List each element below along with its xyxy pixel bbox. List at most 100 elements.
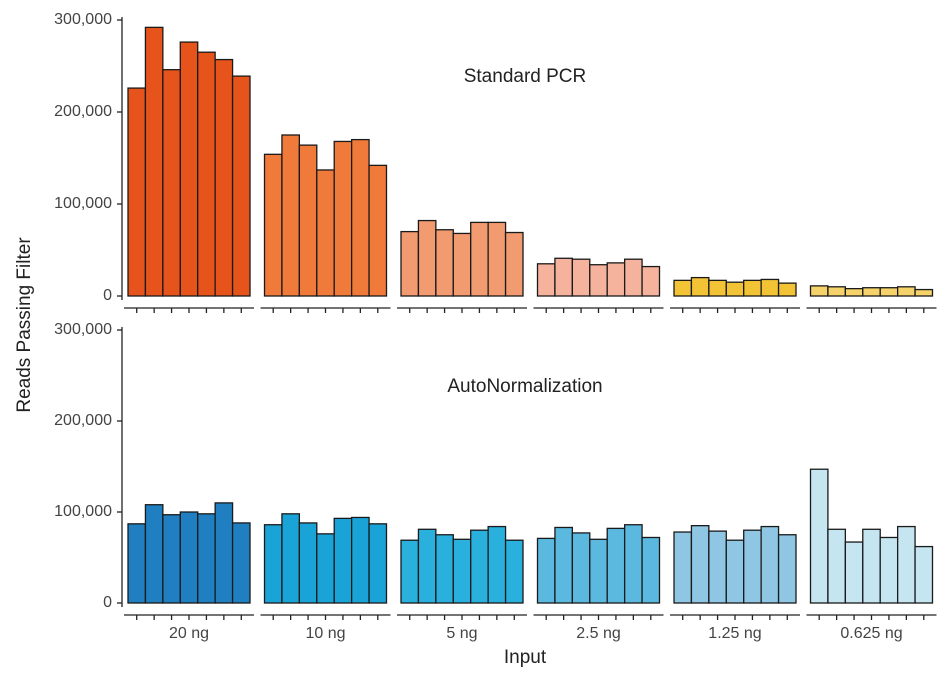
bar [571,258,591,297]
bar [281,513,301,604]
bar [760,278,780,297]
bar [127,523,147,604]
x-tick-label: 2.5 ng [576,625,620,642]
bar [554,526,574,604]
bar [623,524,643,604]
bar [281,134,301,297]
bar [777,534,797,604]
x-tick-label: 5 ng [446,625,477,642]
bar [197,513,216,604]
bar [844,287,864,297]
bar [827,286,847,297]
panel-title: Standard PCR [464,66,587,87]
bar [896,525,916,604]
bar [879,536,899,604]
bar [435,229,454,297]
x-tick-label: 10 ng [305,625,345,642]
bar [589,538,608,604]
bar [316,533,335,604]
bar [690,525,710,604]
bar [641,536,661,604]
bar [673,279,693,297]
bar [641,265,661,297]
bar [487,525,507,604]
bar [298,144,318,297]
bar [844,541,864,604]
panel-title: AutoNormalization [447,376,602,397]
bar [743,279,762,297]
bar [606,262,626,297]
y-tick-label: 0 [103,287,112,304]
bar [504,231,524,297]
bar [298,522,318,604]
bar [179,511,199,604]
bar [333,140,353,297]
bar [417,528,437,604]
bar [144,504,164,604]
bar [725,281,745,297]
bar [417,219,437,297]
bar [862,528,881,604]
bar [452,538,472,604]
bar [690,276,710,297]
bar [470,529,489,604]
bar [162,514,181,604]
bar [743,529,762,604]
bar [725,539,745,604]
bar [452,232,472,297]
bar [350,138,370,297]
x-axis-label: Input [504,647,547,668]
bar [777,282,797,297]
bar [400,539,420,604]
x-tick-label: 20 ng [169,625,209,642]
bar [862,287,881,297]
bar [487,221,507,297]
y-tick-label: 100,000 [54,503,112,520]
y-tick-label: 300,000 [54,321,112,338]
bar [673,531,693,604]
bar [368,164,388,297]
bar [809,468,829,604]
bar [162,69,181,297]
bar [827,528,847,604]
bar [536,537,556,604]
bar [231,75,251,297]
bar [914,288,934,297]
x-tick-label: 0.625 ng [840,625,902,642]
bar [231,522,251,604]
bar [708,530,727,604]
x-tick-label: 1.25 ng [708,625,761,642]
bar [504,539,524,604]
bar [708,279,727,297]
bar [333,517,353,604]
bar [879,287,899,297]
bar [214,58,234,297]
bar [589,264,608,297]
y-tick-label: 0 [103,594,112,611]
bar [606,527,626,604]
bar [197,51,216,297]
bar [571,532,591,604]
bar [896,286,916,297]
y-tick-label: 300,000 [54,11,112,28]
bar [350,516,370,604]
bar [623,258,643,297]
y-axis-label: Reads Passing Filter [14,237,35,413]
bar [263,153,283,297]
bar [536,263,556,297]
bar [263,524,283,604]
y-tick-label: 200,000 [54,412,112,429]
bar [470,221,489,297]
bar [914,545,934,604]
bar [214,502,234,604]
y-tick-label: 200,000 [54,103,112,120]
bar [316,169,335,297]
bar [144,26,164,297]
y-tick-label: 100,000 [54,195,112,212]
bar [435,534,454,604]
bar [400,230,420,297]
bar [760,525,780,604]
bar [368,523,388,604]
bar [127,87,147,297]
